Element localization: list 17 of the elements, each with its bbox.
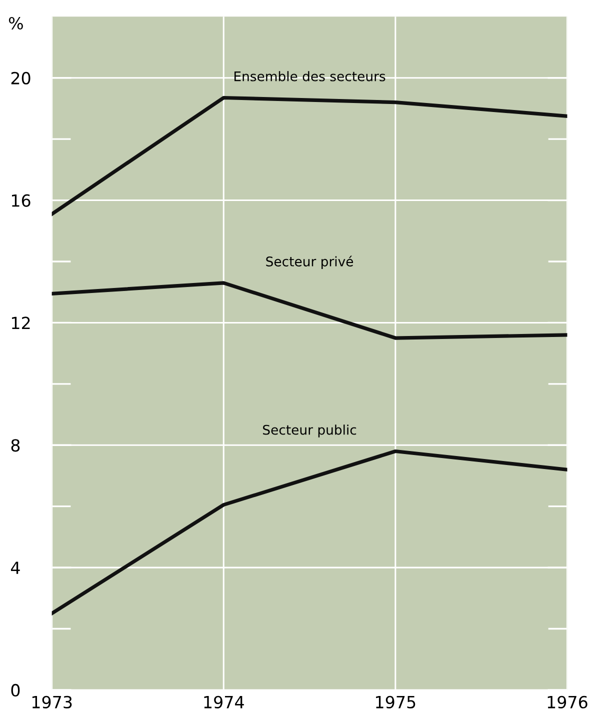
- y-tick-label: 0: [11, 684, 20, 697]
- line-series: [52, 281, 568, 340]
- x-tick-label: 1976: [548, 696, 588, 708]
- y-tick-label: 8: [11, 439, 20, 452]
- y-tick-label: 4: [10, 562, 20, 574]
- annotation: Secteur public: [263, 424, 356, 438]
- annotation: Secteur privé: [266, 256, 354, 270]
- line-series: [52, 449, 568, 616]
- y-axis-title: %: [8, 16, 23, 30]
- x-tick-label: 1975: [376, 696, 416, 708]
- x-tick-label: 1974: [204, 696, 244, 708]
- line-series: [52, 96, 568, 216]
- y-tick-label: 16: [12, 194, 30, 207]
- y-tick-label: 20: [11, 72, 30, 84]
- x-tick-label: 1973: [32, 696, 72, 708]
- y-tick-label: 12: [12, 316, 30, 330]
- annotation: Ensemble des secteurs: [234, 71, 386, 82]
